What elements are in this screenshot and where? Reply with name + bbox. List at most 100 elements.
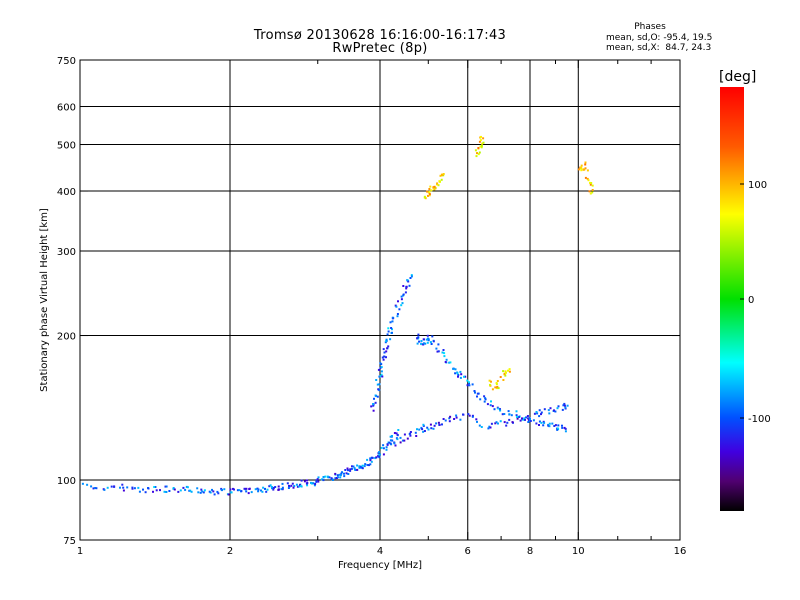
echo-point [432,340,435,343]
echo-point [103,488,106,491]
echo-point [303,480,306,483]
echo-point [385,448,388,451]
echo-point [391,328,393,331]
echo-point [131,487,134,490]
echo-point [466,379,469,382]
y-axis-title: Stationary phase Virtual Height [km] [39,208,50,392]
echo-point [522,418,525,421]
phase-stats-o: mean, sd,O: -95.4, 19.5 [606,33,713,43]
echo-point [422,430,425,433]
echo-point [577,168,580,171]
echo-point [113,485,116,488]
echo-point [508,413,511,416]
echo-point [366,464,369,466]
echo-point [505,371,507,374]
echo-point [499,408,501,411]
echo-point [402,285,405,287]
echo-point [233,488,235,491]
echo-point [202,491,205,494]
echo-point [416,428,418,431]
echo-point [381,375,384,378]
y-tick-label: 600 [57,103,76,114]
echo-point [345,472,348,475]
echo-point [476,420,478,423]
echo-point [430,189,433,192]
echo-point [359,465,362,468]
echo-point [505,424,508,427]
echo-point [172,487,175,490]
echo-point [339,474,342,477]
echo-point [584,163,587,166]
echo-point [591,191,594,194]
echo-point [459,418,462,421]
echo-point [248,488,251,490]
echo-point [496,380,499,382]
echo-point [386,333,389,336]
echo-point [510,414,513,417]
echo-point [230,491,233,494]
echo-point [332,479,334,481]
echo-point [177,490,180,493]
echo-point [497,422,499,425]
echo-point [375,456,378,459]
echo-point [415,435,418,437]
echo-point [422,338,425,341]
echo-point [389,439,392,442]
echo-point [380,366,383,369]
echo-point [480,135,482,138]
echo-point [564,406,567,409]
echo-point [477,147,480,149]
echo-point [243,487,246,490]
echo-point [487,427,490,430]
echo-point [582,168,585,171]
echo-point [494,422,497,425]
echo-point [480,146,483,149]
echo-point [383,355,386,358]
echo-point [122,489,125,492]
echo-point [133,487,136,490]
echo-point [396,315,399,318]
echo-point [268,485,271,488]
echo-point [274,486,277,488]
echo-point [86,483,89,486]
echo-point [484,398,487,401]
chart-subtitle: RwPretec (8p) [332,41,428,56]
echo-point [164,485,167,488]
echo-point [561,426,564,429]
echo-point [449,415,452,418]
echo-point [346,467,349,470]
echo-point [356,468,359,471]
echo-point [292,486,295,489]
echo-point [561,424,563,427]
echo-point [95,487,98,490]
echo-point [556,428,559,431]
echo-point [439,174,442,177]
echo-point [385,339,388,342]
echo-point [406,437,409,440]
echo-point [561,408,564,411]
tick-labels: 1 2 4 6 8 10 16 75 100 200 300 400 500 600 750 [57,56,686,557]
echo-point [378,456,381,459]
echo-point [290,484,293,487]
echo-point [165,491,168,493]
echo-point [389,338,392,341]
echo-point [336,474,339,477]
echo-point [482,137,485,140]
echo-point [223,488,226,491]
echo-point [417,336,420,339]
echo-point [338,473,341,476]
echo-point [428,193,431,196]
echo-point [442,173,445,175]
echo-point [293,485,296,487]
echo-point [540,411,543,414]
echo-point [409,431,412,433]
echo-point [257,488,260,491]
echo-point [391,320,394,323]
echo-point [563,404,566,407]
echo-point [551,422,554,425]
echo-point [432,186,435,189]
echo-point [506,421,509,424]
echo-point [138,490,141,493]
echo-point [387,327,390,330]
echo-point [90,485,93,488]
